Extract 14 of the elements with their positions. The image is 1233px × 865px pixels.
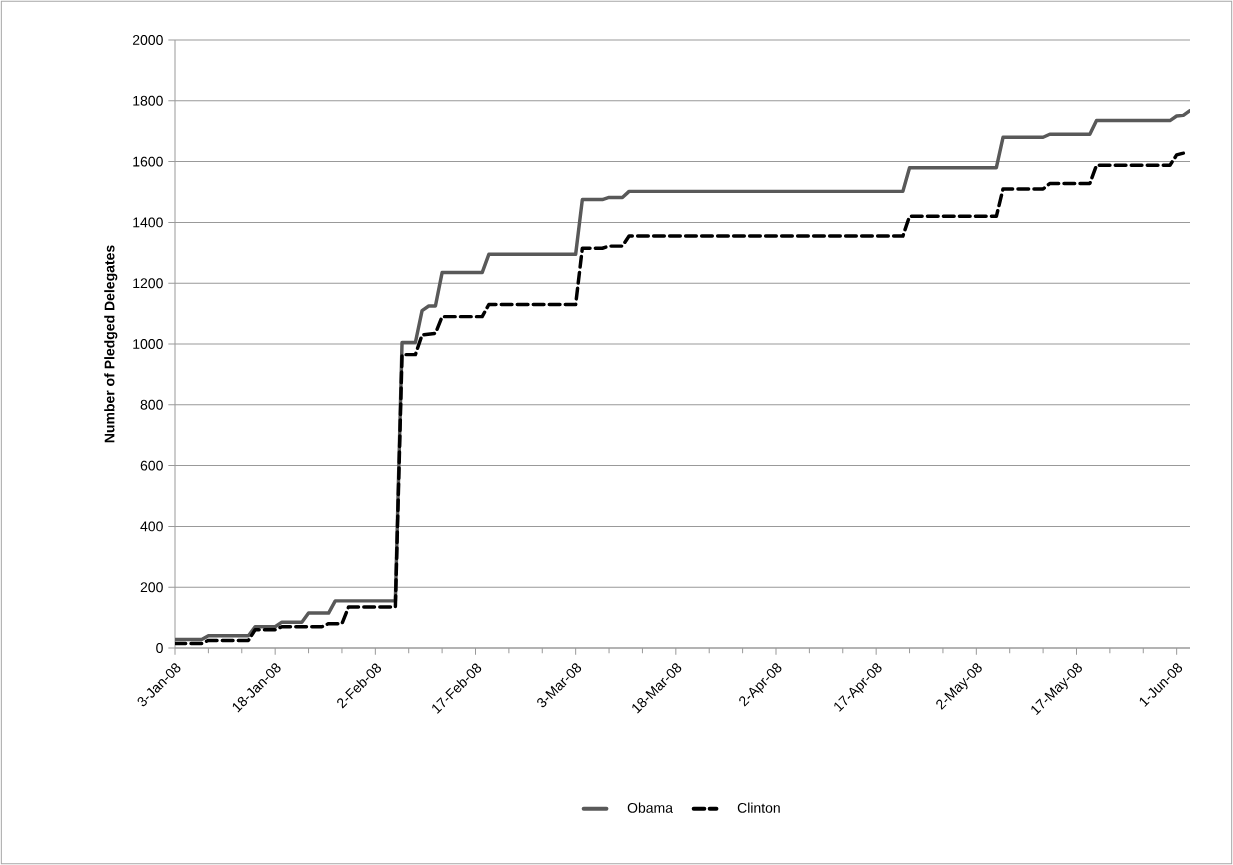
- legend-label: Obama: [627, 802, 673, 813]
- y-tick-label: 2000: [132, 35, 163, 45]
- y-tick-label: 1600: [133, 156, 163, 167]
- y-tick-label: 400: [140, 521, 163, 532]
- y-tick-label: 800: [140, 399, 163, 410]
- y-tick-label: 200: [140, 582, 163, 593]
- y-tick-label: 0: [156, 643, 163, 653]
- y-tick-label: 1000: [133, 339, 163, 349]
- y-tick-label: 1200: [133, 278, 163, 289]
- y-tick-label: 1800: [133, 95, 163, 106]
- y-tick-label: 1400: [133, 217, 163, 228]
- y-axis-title: Number of Pledged Delegates: [104, 245, 118, 443]
- y-tick-label: 600: [140, 460, 163, 471]
- legend-label: Clinton: [737, 802, 780, 813]
